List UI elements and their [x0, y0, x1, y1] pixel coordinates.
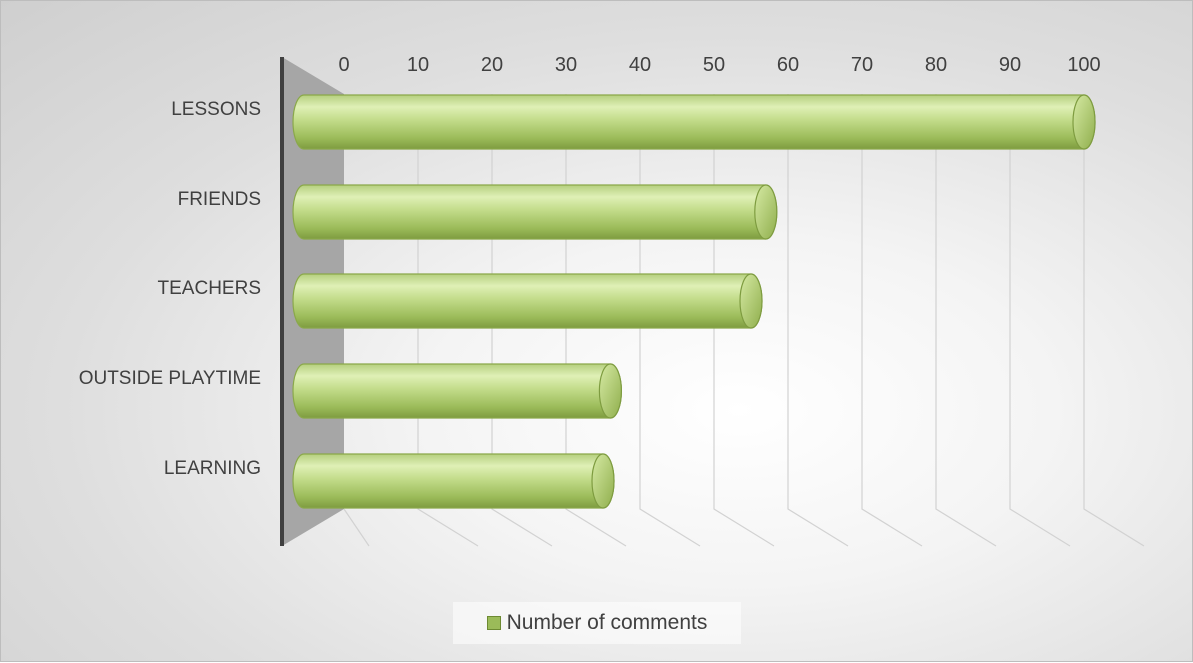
x-tick-label: 40	[629, 54, 651, 76]
gridline	[935, 94, 997, 547]
x-tick-label: 70	[851, 54, 873, 76]
gridline	[1083, 94, 1145, 547]
bar-body	[292, 363, 622, 419]
bar-cap	[598, 363, 623, 419]
bar-body	[292, 94, 1096, 150]
bar-cap	[1072, 94, 1096, 150]
x-tick-label: 30	[555, 54, 577, 76]
x-tick-label: 50	[703, 54, 725, 76]
x-tick-label: 0	[338, 54, 349, 76]
x-tick-label: 20	[481, 54, 503, 76]
category-label: TEACHERS	[158, 278, 261, 299]
category-label: FRIENDS	[178, 189, 261, 210]
bar	[292, 363, 623, 419]
legend: Number of comments	[453, 602, 741, 644]
bar-cap	[754, 184, 778, 240]
bar	[292, 273, 763, 329]
legend-swatch	[486, 616, 501, 630]
gridline	[787, 94, 849, 547]
gridline	[343, 508, 370, 547]
x-tick-label: 60	[777, 54, 799, 76]
x-tick-label: 100	[1067, 54, 1100, 76]
category-label: LESSONS	[171, 99, 261, 120]
bar-cap	[739, 273, 763, 329]
x-tick-label: 80	[925, 54, 947, 76]
gridline	[1009, 94, 1071, 547]
gridline	[861, 94, 923, 547]
x-tick-label: 10	[407, 54, 429, 76]
bar-body	[292, 184, 778, 240]
bar-cap	[591, 453, 615, 509]
bar-body	[292, 273, 763, 329]
bar	[292, 184, 778, 240]
legend-label: Number of comments	[506, 611, 708, 634]
bar-body	[292, 453, 615, 509]
bar	[292, 453, 615, 509]
category-label: LEARNING	[164, 458, 261, 479]
x-tick-label: 90	[999, 54, 1021, 76]
bar	[292, 94, 1096, 150]
category-label: OUTSIDE PLAYTIME	[79, 368, 261, 389]
